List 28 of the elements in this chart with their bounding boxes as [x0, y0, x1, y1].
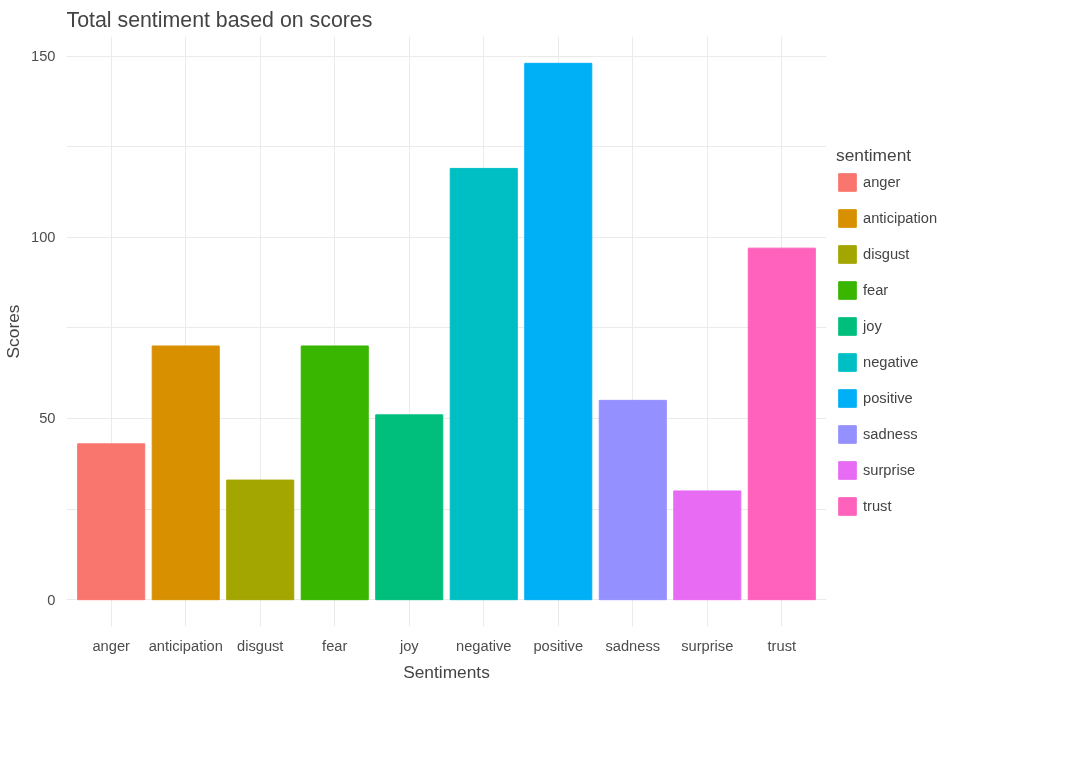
legend-label: joy — [863, 318, 883, 334]
x-tick-label: trust — [767, 637, 797, 654]
legend-label: surprise — [863, 462, 916, 478]
x-tick-label: anger — [92, 637, 131, 654]
legend-label: fear — [863, 282, 889, 298]
y-axis-title: Scores — [3, 304, 24, 359]
x-tick-label: fear — [322, 637, 348, 654]
x-tick-label: negative — [456, 637, 512, 654]
y-tick-label: 100 — [31, 229, 56, 246]
y-tick-label: 50 — [39, 410, 56, 427]
legend-title: sentiment — [836, 145, 913, 166]
x-tick-label: disgust — [237, 637, 284, 654]
legend-label: positive — [863, 390, 913, 406]
legend-label: trust — [863, 498, 892, 514]
legend-label: anger — [863, 174, 901, 190]
legend-label: anticipation — [863, 210, 938, 226]
x-tick-label: joy — [398, 637, 420, 654]
legend-label: disgust — [863, 246, 910, 262]
legend-label: negative — [863, 354, 919, 370]
x-axis-title: Sentiments — [403, 661, 491, 682]
legend-label: sadness — [863, 426, 918, 442]
x-tick-label: surprise — [681, 637, 734, 654]
y-tick-label: 0 — [47, 591, 56, 608]
y-tick-label: 150 — [31, 48, 56, 65]
x-tick-label: positive — [533, 637, 584, 654]
chart-title: Total sentiment based on scores — [66, 7, 373, 32]
x-tick-label: sadness — [605, 637, 661, 654]
x-tick-label: anticipation — [148, 637, 223, 654]
